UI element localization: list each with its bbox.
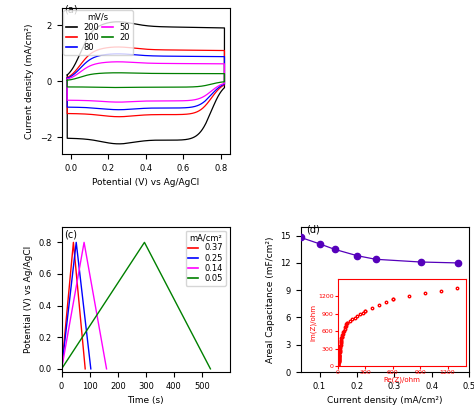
Text: 1 cm: 1 cm <box>395 183 416 192</box>
X-axis label: Potential (V) vs Ag/AgCl: Potential (V) vs Ag/AgCl <box>92 178 200 187</box>
Text: (d): (d) <box>306 225 320 235</box>
Legend: 0.37, 0.25, 0.14, 0.05: 0.37, 0.25, 0.14, 0.05 <box>186 231 226 286</box>
Text: 0 V: 0 V <box>279 19 295 28</box>
Text: (a): (a) <box>64 5 78 15</box>
Text: (c): (c) <box>64 229 77 240</box>
Legend: 200, 100, 80, 50, 20: 200, 100, 80, 50, 20 <box>64 10 133 55</box>
Y-axis label: Potential (V) vs Ag/AgCl: Potential (V) vs Ag/AgCl <box>24 246 33 353</box>
Text: 0.8 V: 0.8 V <box>279 112 305 122</box>
Y-axis label: Current density (mA/cm²): Current density (mA/cm²) <box>25 23 34 139</box>
X-axis label: Time (s): Time (s) <box>128 396 164 405</box>
Y-axis label: Areal Capacitance (mF/cm²): Areal Capacitance (mF/cm²) <box>266 236 275 362</box>
X-axis label: Current density (mA/cm²): Current density (mA/cm²) <box>327 396 443 405</box>
